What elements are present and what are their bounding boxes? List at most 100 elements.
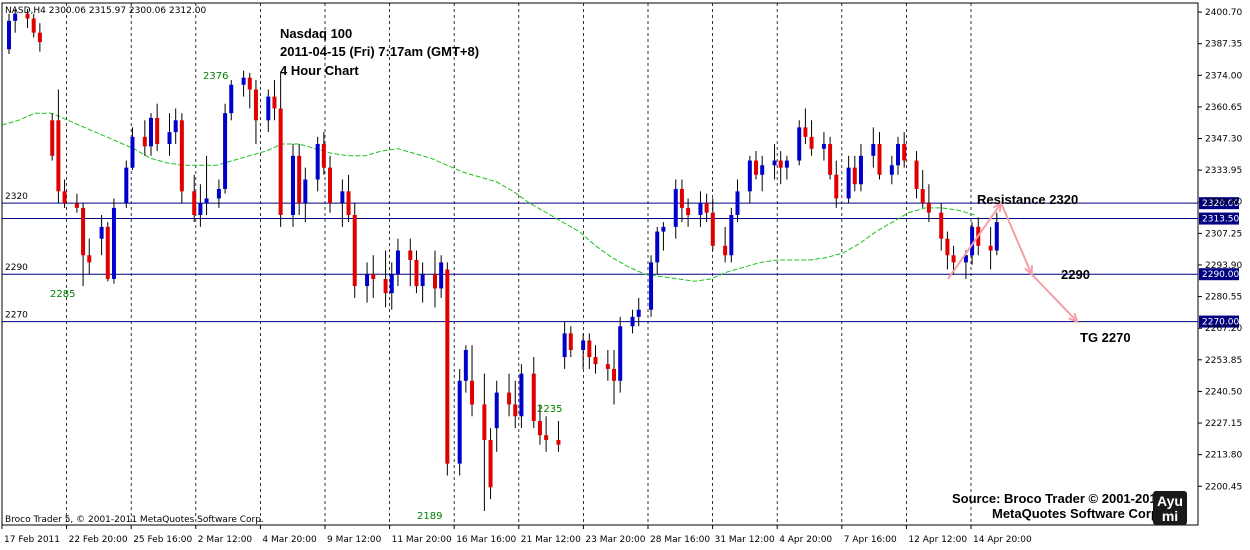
plot-area: [1, 2, 1199, 526]
peak-label: 2285: [50, 289, 75, 300]
level-price-label: 2290.00: [1202, 270, 1239, 280]
candle: [179, 113, 184, 204]
candle-body: [902, 143, 907, 161]
grid: [66, 3, 972, 525]
candle-body: [241, 77, 246, 85]
candle-body: [747, 160, 752, 192]
candle-body: [229, 84, 234, 114]
candle: [494, 380, 499, 452]
candle: [74, 193, 79, 213]
logo-line-1: Ayu: [1157, 493, 1183, 509]
candle-body: [661, 226, 666, 232]
candle: [303, 167, 308, 223]
candle-body: [414, 260, 419, 287]
candle-body: [432, 274, 437, 289]
copyright-text: Broco Trader 5, © 2001-2011 MetaQuotes S…: [5, 515, 264, 525]
y-tick-label: 2360.65: [1205, 103, 1242, 113]
candle-body: [858, 155, 863, 185]
candle-body: [556, 439, 561, 445]
y-tick-label: 2293.90: [1205, 261, 1242, 271]
y-tick-label: 2213.80: [1205, 451, 1242, 461]
candle: [50, 113, 55, 161]
y-tick-label: 2387.35: [1205, 40, 1242, 50]
candle: [871, 127, 876, 168]
level-price-label: 2313.50: [1202, 215, 1239, 225]
candle: [155, 103, 160, 152]
candle-body: [994, 222, 999, 251]
candle-body: [346, 191, 351, 216]
candle: [148, 113, 153, 156]
y-tick-label: 2280.55: [1205, 293, 1242, 303]
candle: [420, 262, 425, 303]
candle: [593, 345, 598, 374]
candle: [710, 198, 715, 251]
candle: [544, 416, 549, 452]
candle-body: [970, 226, 975, 256]
candle-body: [148, 117, 153, 147]
candle-body: [371, 274, 376, 279]
candle-body: [587, 340, 592, 358]
candle-body: [278, 108, 283, 216]
y-tick-label: 2240.50: [1205, 387, 1242, 397]
candle: [7, 13, 11, 54]
level-left-label: 2290: [5, 263, 28, 273]
y-tick-label: 2333.95: [1205, 166, 1242, 176]
candle: [457, 368, 462, 476]
logo-line-2: mi: [1162, 508, 1178, 524]
candle-body: [328, 167, 333, 204]
level-price-label: 2320.00: [1202, 199, 1239, 209]
candle-body: [315, 143, 320, 180]
projection-segment: [947, 202, 1003, 280]
candle-body: [896, 143, 901, 166]
candle: [772, 143, 777, 180]
candle-body: [321, 143, 326, 168]
candle: [735, 179, 740, 223]
candle: [519, 364, 524, 429]
candle: [25, 9, 30, 28]
annotation-label: TG 2270: [1080, 330, 1131, 345]
candle-body: [395, 250, 400, 275]
candle: [507, 373, 512, 417]
candle: [994, 212, 999, 256]
candle-body: [649, 262, 654, 310]
symbol-info: NASD,H4 2300.06 2315.97 2300.06 2312.00: [5, 6, 206, 16]
candle-body: [352, 215, 357, 287]
x-tick-label: 7 Apr 16:00: [844, 535, 897, 545]
candle: [315, 136, 320, 192]
candle: [439, 255, 444, 298]
candle: [352, 203, 357, 298]
peak-label: 2376: [203, 71, 228, 82]
candle-body: [920, 188, 925, 204]
candle: [81, 203, 86, 287]
candle: [408, 238, 413, 287]
candle-body: [457, 380, 462, 464]
candle: [754, 151, 759, 180]
chart-datetime: 2011-04-15 (Fri) 7:17am (GMT+8): [280, 44, 479, 59]
candle: [531, 357, 536, 429]
projection-segment: [1000, 202, 1033, 275]
candle: [321, 132, 326, 175]
candle-body: [673, 188, 678, 227]
peak-label: 2189: [417, 511, 442, 522]
candle-body: [198, 203, 203, 216]
candle: [105, 222, 110, 282]
candle: [945, 231, 950, 270]
level-price-box: [1199, 315, 1239, 328]
candle-body: [618, 326, 623, 381]
candle: [414, 250, 419, 294]
level-left-label: 2320: [5, 192, 28, 202]
candle-body: [531, 373, 536, 422]
candle: [31, 13, 36, 38]
moving-average: [1, 112, 976, 282]
candles: [7, 9, 999, 511]
y-tick-label: 2227.15: [1205, 419, 1242, 429]
candle: [809, 120, 814, 156]
candle-body: [25, 13, 30, 19]
candle-body: [155, 117, 160, 144]
candle: [760, 155, 765, 192]
candle-body: [797, 127, 802, 161]
x-tick-label: 11 Mar 20:00: [392, 535, 452, 545]
y-tick-label: 2267.20: [1205, 324, 1242, 334]
candle: [661, 222, 666, 251]
